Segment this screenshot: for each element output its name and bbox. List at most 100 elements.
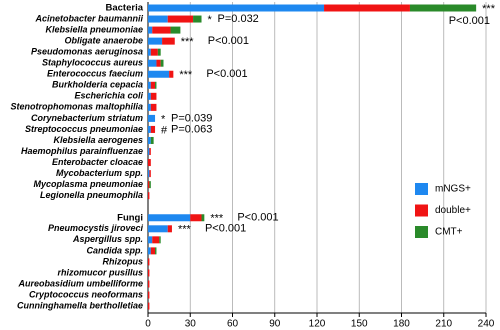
legend-label: mNGS+: [435, 184, 471, 195]
category-label: Streptococcus pneumoniae: [25, 124, 143, 134]
category-label: Pseudomonas aeruginosa: [31, 47, 143, 57]
bar-segment: [148, 269, 150, 277]
bar-segment: [324, 4, 410, 12]
category-label: Stenotrophomonas maltophilia: [10, 102, 143, 112]
bar-segment: [190, 214, 202, 222]
category-label: Corynebacterium striatum: [31, 113, 143, 123]
x-tick-label: 240: [478, 319, 495, 330]
bar-segment: [160, 59, 164, 67]
bar-segment: [148, 81, 151, 89]
bar-segment: [148, 236, 153, 244]
significance: ***: [210, 213, 224, 225]
legend-label: CMT+: [435, 227, 463, 238]
bar-segment: [149, 148, 151, 156]
bar-segment: [167, 225, 172, 233]
category-label: Staphylococcus aureus: [42, 58, 143, 68]
significance: *: [208, 14, 213, 26]
category-label: Enterobacter cloacae: [52, 157, 143, 167]
bar-segment: [148, 302, 150, 310]
bar-segment: [148, 192, 150, 200]
category-label: Haemophilus parainfluenzae: [21, 146, 143, 156]
category-label: Escherichia coli: [74, 91, 143, 101]
p-value: P=0.039: [171, 112, 212, 124]
category-label: rhizomucor pusillus: [57, 267, 143, 277]
bar-segment: [149, 181, 151, 189]
bar-segment: [148, 70, 170, 78]
bar-segment: [193, 15, 202, 23]
significance: ***: [179, 69, 193, 81]
significance: ***: [482, 3, 496, 15]
bar-segment: [170, 26, 181, 34]
bar-segment: [152, 26, 171, 34]
legend-swatch: [415, 183, 428, 195]
p-value: P<0.001: [206, 68, 247, 80]
category-label: Enterococcus faecium: [47, 69, 143, 79]
legend-label: double+: [435, 205, 471, 216]
legend-swatch: [415, 204, 428, 217]
bar-segment: [148, 291, 150, 299]
bar-segment: [148, 280, 150, 288]
category-label: Pneumocystis jiroveci: [48, 223, 144, 233]
category-label: Mycoplasma pneumoniae: [33, 179, 143, 189]
p-value: P<0.001: [449, 15, 490, 27]
category-label: Obligate anaerobe: [64, 35, 143, 45]
bar-segment: [148, 48, 151, 56]
significance: #: [161, 124, 168, 136]
bar-segment: [148, 37, 163, 45]
p-value: P=0.063: [171, 123, 212, 135]
bar-segment: [150, 92, 157, 100]
bar-segment: [150, 81, 156, 89]
bar-segment: [152, 236, 160, 244]
category-label: Cunninghamella bertholletiae: [17, 300, 143, 310]
bar-segment: [148, 136, 151, 144]
bar-segment: [150, 136, 154, 144]
bar-segment: [148, 26, 153, 34]
bar-segment: [148, 103, 151, 111]
bar-segment: [148, 181, 150, 189]
bar-segment: [149, 170, 151, 178]
bar-segment: [167, 15, 194, 23]
bar-segment: [148, 159, 151, 167]
bar-segment: [148, 225, 168, 233]
p-value: P<0.001: [205, 223, 246, 235]
category-label: Candida spp.: [86, 245, 143, 255]
p-value: P<0.001: [208, 35, 249, 47]
bar-segment: [150, 48, 158, 56]
bar-segment: [409, 4, 477, 12]
bar-segment: [148, 148, 150, 156]
category-label: Rhizopus: [103, 256, 144, 266]
category-label: Aspergillus spp.: [72, 234, 143, 244]
x-tick-label: 90: [269, 319, 281, 330]
p-value: P<0.001: [237, 212, 278, 224]
bar-segment: [159, 236, 161, 244]
significance: ***: [178, 224, 192, 236]
bar-segment: [169, 70, 174, 78]
bar-segment: [148, 15, 168, 23]
x-tick-label: 180: [393, 319, 410, 330]
bar-segment: [148, 114, 156, 122]
bar-segment: [156, 59, 161, 67]
legend-swatch: [415, 226, 428, 238]
category-label: Mycobacterium spp.: [56, 168, 143, 178]
category-label: Acinetobacter baumannii: [34, 13, 143, 23]
x-tick-label: 210: [435, 319, 452, 330]
bar-segment: [150, 103, 157, 111]
bar-segment: [148, 92, 151, 100]
bar-segment: [150, 125, 156, 133]
category-label: Fungi: [117, 212, 143, 223]
x-tick-label: 30: [185, 319, 197, 330]
bar-segment: [148, 258, 150, 266]
x-tick-label: 150: [351, 319, 368, 330]
significance: *: [161, 113, 166, 125]
bar-segment: [148, 125, 151, 133]
bar-segment: [148, 59, 157, 67]
bar-segment: [201, 214, 205, 222]
category-label: Klebsiella aerogenes: [53, 135, 143, 145]
category-label: Bacteria: [106, 3, 144, 14]
x-tick-label: 0: [145, 319, 151, 330]
bar-segment: [155, 247, 157, 255]
x-tick-label: 60: [227, 319, 239, 330]
p-value: P=0.032: [218, 13, 259, 25]
category-label: Burkholderia cepacia: [52, 80, 143, 90]
